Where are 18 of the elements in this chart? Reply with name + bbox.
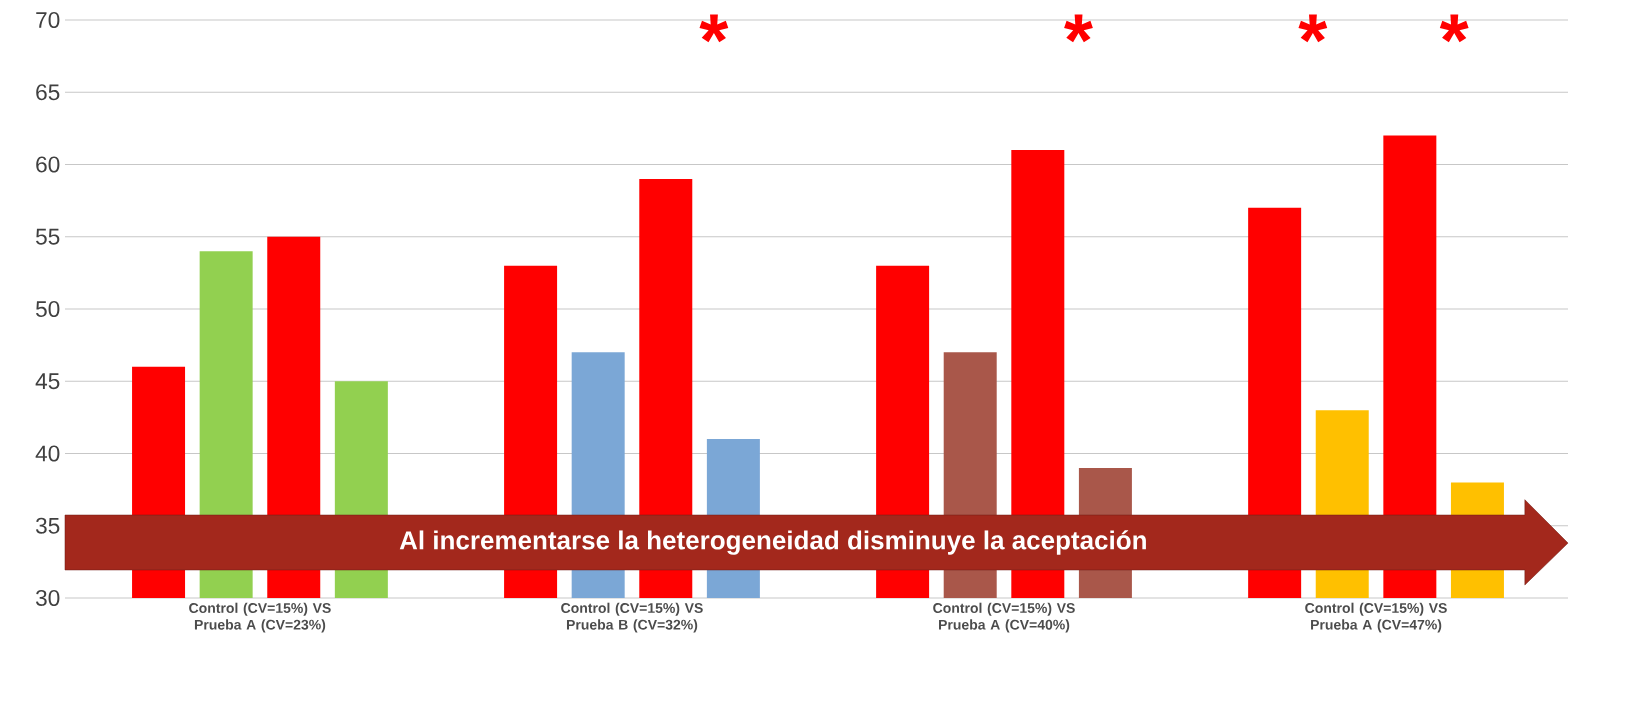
y-tick-label: 55	[35, 228, 60, 245]
x-tick-label: Control (CV=15%) VS Prueba A (CV=47%)	[1305, 602, 1447, 633]
annotation: *	[1439, 14, 1469, 43]
annotation: *	[1298, 14, 1328, 43]
annotation: *	[699, 14, 729, 43]
annotation: *	[1064, 14, 1093, 43]
y-tick-label: 60	[36, 156, 60, 173]
x-tick-label: Control (CV=15%) VS Prueba B (CV=32%)	[561, 602, 703, 633]
x-tick-label: Control (CV=15%) VS Prueba A (CV=23%)	[189, 602, 331, 633]
y-tick-label: 50	[35, 300, 60, 318]
annotation: Al incrementarse la heterogeneidad disminuye la aceptación	[399, 530, 1146, 555]
y-tick-label: 45	[35, 373, 60, 390]
y-tick-label: 40	[35, 445, 60, 462]
y-tick-label: 65	[36, 84, 60, 101]
y-tick-label: 30	[35, 589, 60, 607]
y-tick-label: 70	[36, 11, 60, 29]
y-tick-label: 35	[35, 517, 60, 534]
x-tick-label: Control (CV=15%) VS Prueba A (CV=40%)	[933, 602, 1075, 633]
